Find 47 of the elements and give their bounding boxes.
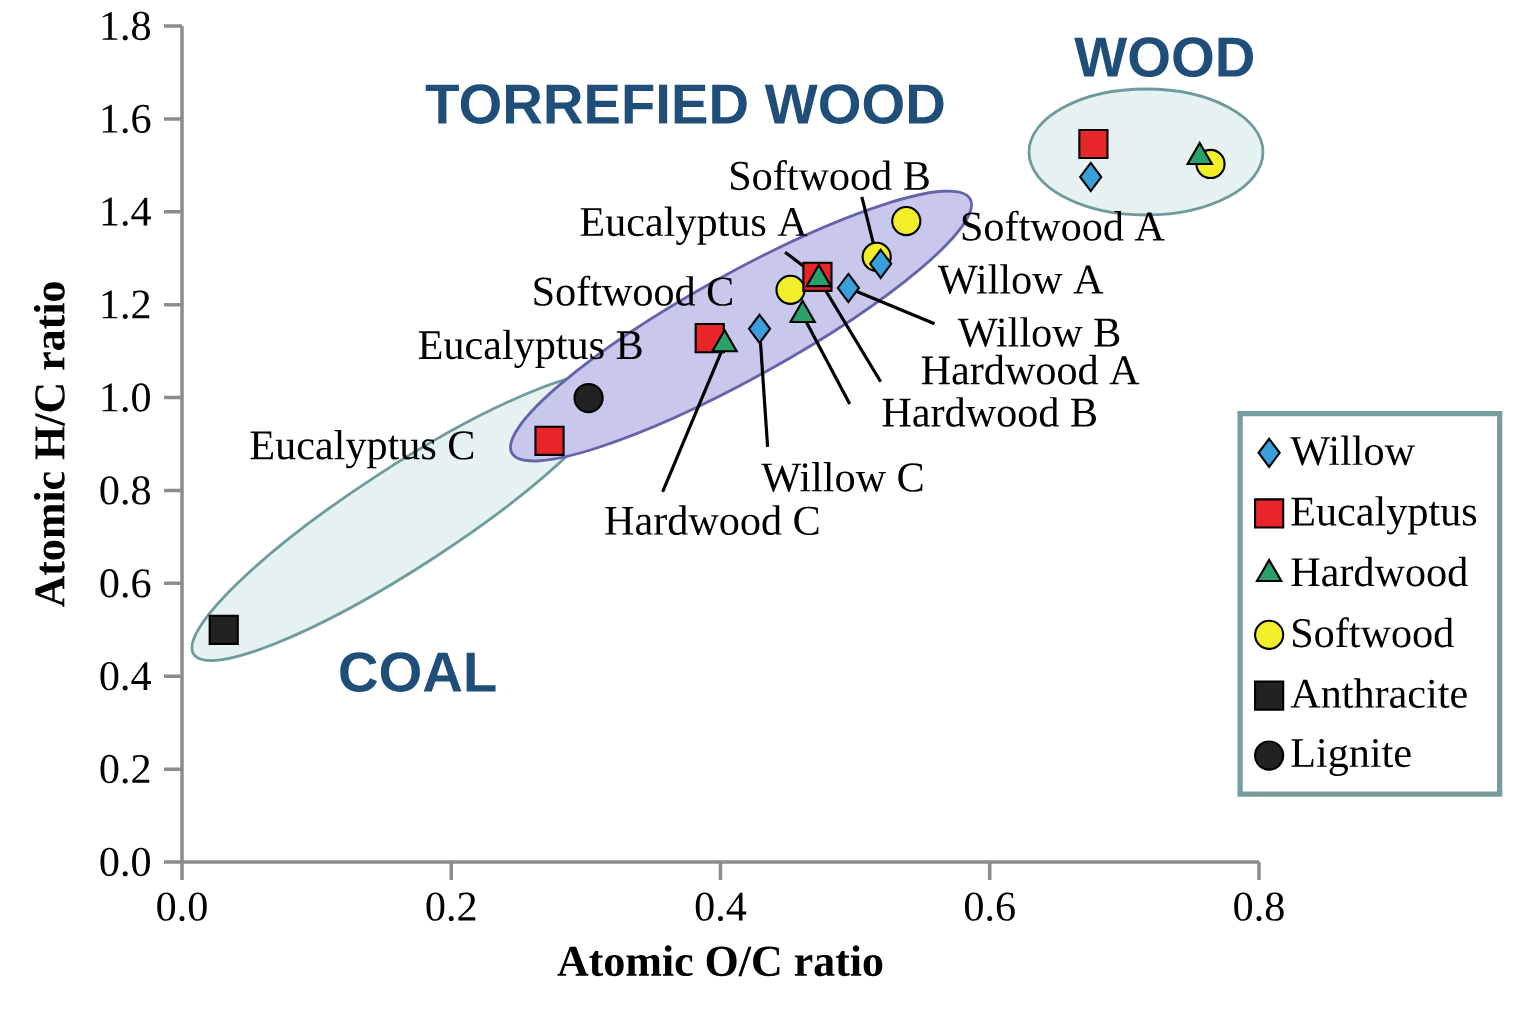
x-tick-label: 0.2	[426, 892, 476, 922]
legend-label: Lignite	[1291, 738, 1411, 776]
annotation: Hardwood A	[921, 354, 1140, 385]
y-tick-label: 0.2	[100, 754, 150, 784]
y-tick-label: 1.0	[102, 383, 150, 412]
annotation: Softwood B	[731, 160, 929, 191]
point	[775, 274, 806, 305]
annotation: Hardwood B	[882, 397, 1096, 427]
legend-label: Softwood	[1293, 617, 1454, 648]
x-tick-label: 0.8	[1234, 892, 1284, 922]
x-tick-label: 0.0	[157, 892, 207, 922]
annotation: Willow B	[957, 317, 1120, 348]
y-tick-label: 0.4	[100, 661, 151, 691]
point	[747, 313, 772, 344]
y-tick-label: 1.8	[102, 11, 150, 41]
annotation: Eucalyptus A	[580, 206, 808, 245]
point	[573, 382, 604, 414]
point	[836, 272, 860, 304]
annotation: Willow C	[761, 462, 923, 492]
y-axis-title: Atomic H/C ratio	[33, 282, 65, 608]
y-tick-label: 1.2	[102, 290, 150, 319]
annotation: TORREFIED WOOD	[425, 84, 944, 124]
y-tick-label: 1.4	[102, 197, 151, 227]
annotation: Softwood C	[534, 275, 732, 306]
legend-label: Hardwood	[1291, 556, 1468, 587]
annotation: Willow A	[937, 264, 1104, 295]
point	[208, 614, 239, 645]
annotation: COAL	[340, 652, 496, 692]
point	[869, 248, 893, 279]
y-tick-label: 0.6	[100, 569, 151, 598]
point	[534, 425, 565, 456]
annotation: Softwood A	[962, 210, 1165, 241]
legend-label: Willow	[1290, 435, 1415, 466]
legend-label: Anthracite	[1290, 678, 1467, 708]
x-tick-label: 0.6	[964, 892, 1015, 922]
point	[891, 205, 922, 237]
x-tick-label: 0.4	[695, 892, 747, 922]
y-tick-label: 1.6	[102, 104, 151, 134]
annotation: WOOD	[1074, 37, 1254, 78]
point	[1078, 128, 1109, 160]
annotation: Eucalyptus B	[418, 329, 642, 368]
point	[1079, 161, 1103, 193]
legend-label: Eucalyptus	[1291, 496, 1477, 535]
y-tick-label: 0.8	[100, 476, 150, 505]
y-tick-label: 0.0	[100, 847, 150, 877]
x-axis-title: Atomic O/C ratio	[557, 945, 883, 977]
annotation: Hardwood C	[605, 505, 819, 535]
